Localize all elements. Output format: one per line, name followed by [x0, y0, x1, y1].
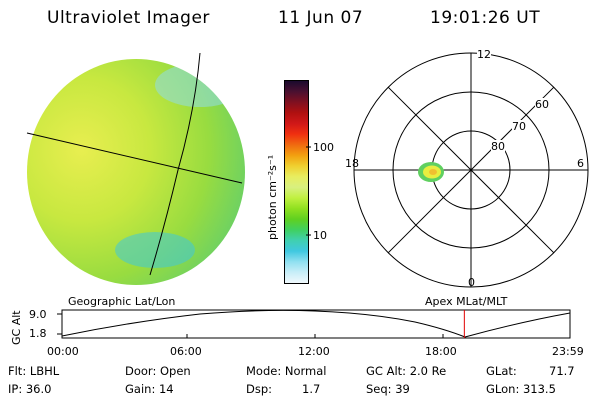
orbit-xtick-3: 18:00	[425, 345, 457, 358]
gc-alt-label: GC Alt: 2.0 Re	[366, 364, 447, 378]
dsp-value: 1.7	[302, 382, 321, 396]
instrument-title: Ultraviolet Imager	[47, 8, 210, 28]
date-label: 11 Jun 07	[278, 8, 364, 28]
latitude-line	[26, 132, 243, 184]
orbit-xtick-4: 23:59	[552, 345, 584, 358]
filter-label: Flt: LBHL	[8, 364, 60, 378]
longitude-line	[149, 52, 201, 276]
orbit-xtick-1: 06:00	[170, 345, 202, 358]
aurora-blob	[418, 162, 444, 182]
ip-label: IP: 36.0	[8, 382, 52, 396]
clock-label-18: 18	[345, 157, 359, 170]
lat-label-70: 70	[512, 120, 526, 133]
orbit-ytick-low: 1.8	[29, 327, 47, 340]
colorbar-tick-10: 10	[313, 229, 327, 242]
orbit-xtick-0: 00:00	[47, 345, 79, 358]
lat-label-80: 80	[491, 140, 505, 153]
polar-plot	[353, 52, 589, 288]
glon-label: GLon: 313.5	[486, 382, 556, 396]
clock-label-0: 0	[468, 276, 475, 289]
colorbar-ticks	[306, 146, 311, 236]
colorbar	[284, 80, 309, 284]
geographic-image	[26, 52, 245, 285]
time-label: 19:01:26 UT	[430, 8, 541, 28]
glat-value: 71.7	[549, 364, 575, 378]
orbit-xtick-2: 12:00	[298, 345, 330, 358]
door-label: Door: Open	[125, 364, 191, 378]
altitude-curve	[61, 309, 571, 338]
clock-label-12: 12	[477, 48, 491, 61]
lat-label-60: 60	[535, 98, 549, 111]
orbit-left-label: Geographic Lat/Lon	[68, 295, 176, 308]
clock-label-6: 6	[577, 157, 584, 170]
glat-label: GLat:	[486, 364, 517, 378]
mode-label: Mode: Normal	[246, 364, 327, 378]
earth-disk	[27, 59, 245, 285]
dsp-label: Dsp:	[246, 382, 273, 396]
orbit-ytick-high: 9.0	[29, 308, 47, 321]
gain-label: Gain: 14	[125, 382, 174, 396]
colorbar-tick-100: 100	[313, 141, 334, 154]
orbit-right-label: Apex MLat/MLT	[425, 295, 508, 308]
seq-label: Seq: 39	[366, 382, 410, 396]
